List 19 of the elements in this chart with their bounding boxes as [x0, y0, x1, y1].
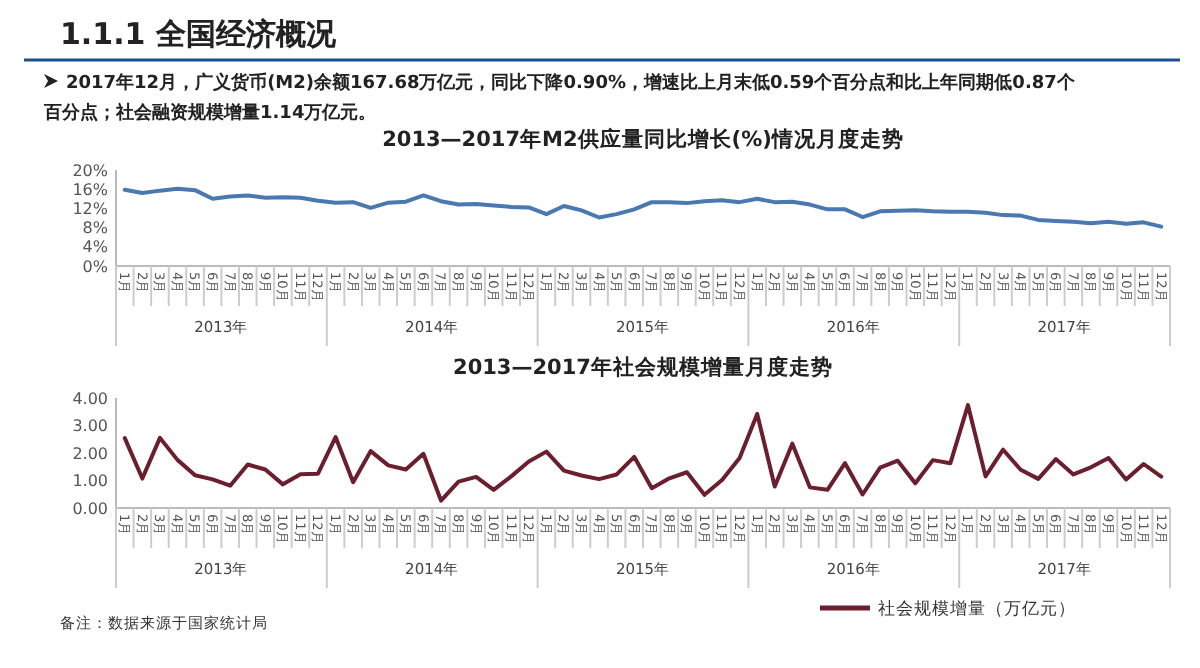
line-series [122, 186, 1164, 229]
y-tick-label: 16% [72, 180, 109, 199]
chart-title: 2013—2017年M2供应量同比增长(%)情况月度走势 [382, 126, 904, 152]
text: 百分点；社会融资规模增量1.14万亿元。 [42, 102, 377, 124]
y-tick-label: 4% [82, 238, 109, 257]
line-series [122, 403, 1164, 503]
y-tick-label: 0% [82, 257, 109, 276]
y-tick-label: 1.00 [72, 472, 108, 491]
y-tick-label: 3.00 [72, 417, 108, 436]
legend-label: 社会规模增量（万亿元） [878, 597, 1076, 620]
y-tick-label: 20% [72, 161, 109, 180]
y-tick-label: 12% [72, 200, 109, 218]
y-tick-label: 8% [82, 219, 109, 238]
text: 1.1.1 全国经济概况 [60, 16, 338, 52]
chart-title: 2013—2017年社会规模增量月度走势 [453, 354, 833, 380]
text: 2017年12月，广义货币(M2)余额167.68万亿元，同比下降0.90%，增速比上月末低0.59个百分点和比上年同期低0.87个 [66, 72, 1077, 94]
y-tick-label: 2.00 [72, 444, 108, 463]
y-tick-label: 4.00 [72, 389, 108, 408]
y-tick-label: 0.00 [72, 499, 108, 518]
